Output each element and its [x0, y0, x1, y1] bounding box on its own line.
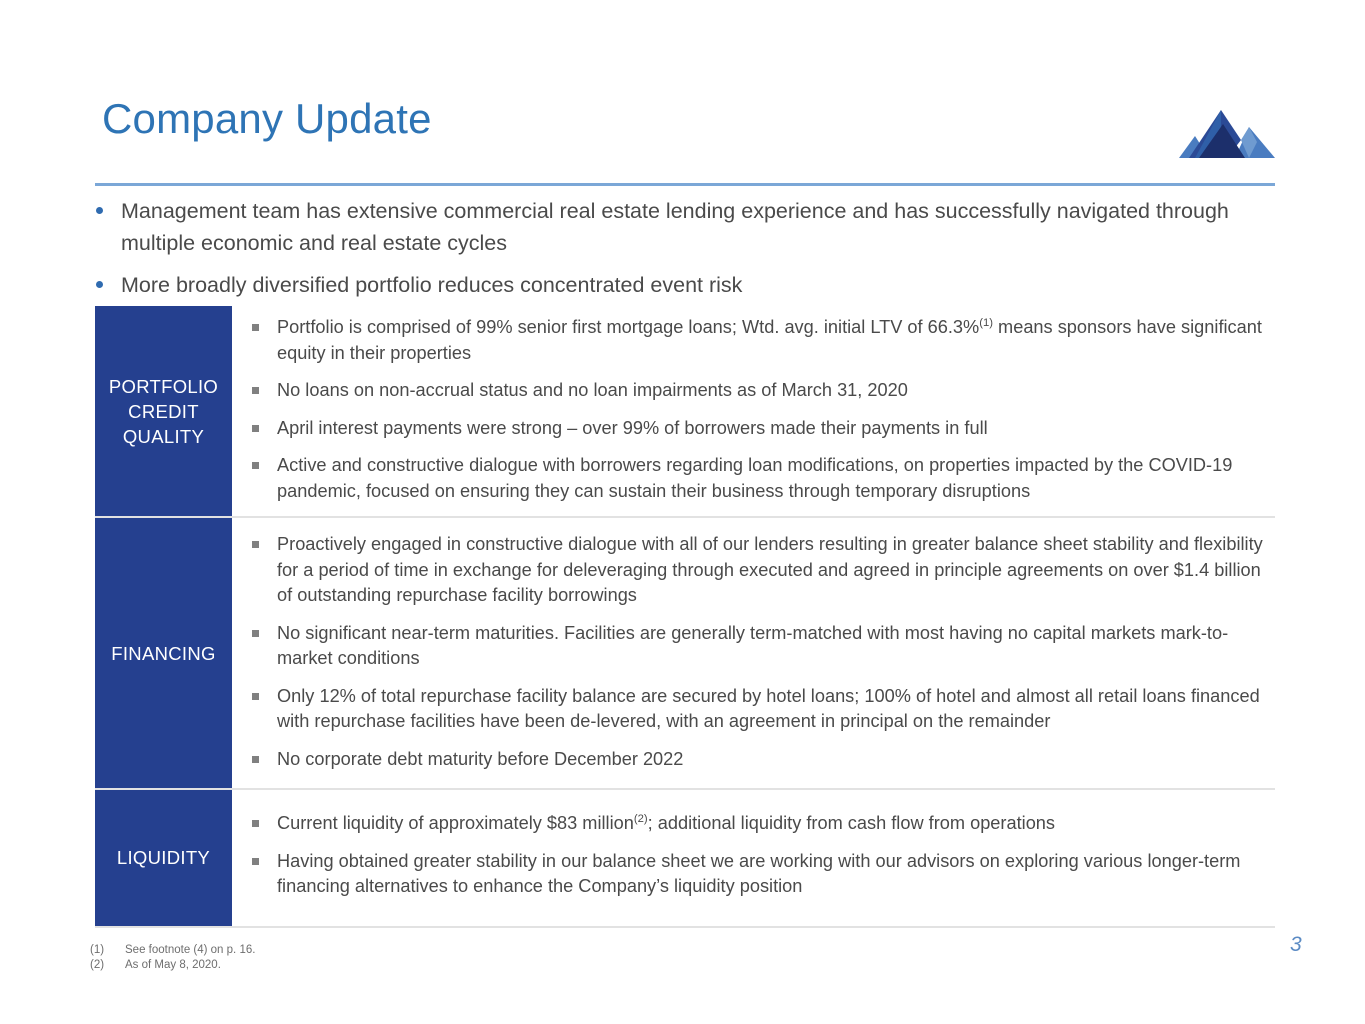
- section-bullet: Portfolio is comprised of 99% senior fir…: [244, 315, 1269, 366]
- section-bullet: No loans on non-accrual status and no lo…: [244, 378, 1269, 404]
- top-bullet-text: More broadly diversified portfolio reduc…: [121, 273, 743, 297]
- section-label-financing: FINANCING: [95, 518, 232, 788]
- footnote-row: (2) As of May 8, 2020.: [90, 958, 255, 973]
- square-bullet-icon: [252, 820, 259, 827]
- section-bullet: No significant near-term maturities. Fac…: [244, 621, 1269, 672]
- section-bullet: April interest payments were strong – ov…: [244, 416, 1269, 442]
- bullet-dot-icon: [96, 281, 103, 288]
- square-bullet-icon: [252, 629, 259, 637]
- top-bullet-text: Management team has extensive commercial…: [121, 199, 1229, 255]
- footnote-text: As of May 8, 2020.: [125, 959, 221, 971]
- square-bullet-icon: [252, 755, 259, 763]
- top-bullet-list: Management team has extensive commercial…: [88, 195, 1278, 311]
- section-label-portfolio-credit-quality: PORTFOLIO CREDIT QUALITY: [95, 306, 232, 516]
- section-bullet-text: No corporate debt maturity before Decemb…: [277, 748, 684, 769]
- top-bullet-item: Management team has extensive commercial…: [88, 195, 1278, 259]
- square-bullet-icon: [252, 541, 259, 548]
- section-bullet: Active and constructive dialogue with bo…: [244, 453, 1269, 504]
- section-bullet: Only 12% of total repurchase facility ba…: [244, 684, 1269, 735]
- top-bullet-item: More broadly diversified portfolio reduc…: [88, 269, 1278, 301]
- section-bullet-text: April interest payments were strong – ov…: [277, 417, 988, 438]
- square-bullet-icon: [252, 462, 259, 469]
- square-bullet-icon: [252, 857, 259, 865]
- footnote-number: (2): [90, 959, 105, 971]
- section-body-financing: Proactively engaged in constructive dial…: [232, 518, 1275, 788]
- section-bullet: Proactively engaged in constructive dial…: [244, 532, 1269, 609]
- section-bullet: No corporate debt maturity before Decemb…: [244, 747, 1269, 773]
- footnote-row: (1) See footnote (4) on p. 16.: [90, 943, 255, 958]
- section-portfolio-credit-quality: PORTFOLIO CREDIT QUALITY Portfolio is co…: [95, 306, 1275, 518]
- section-bullet-text: Current liquidity of approximately $83 m…: [277, 813, 634, 833]
- section-bullet-text-cont: ; additional liquidity from cash flow fr…: [647, 813, 1056, 833]
- section-bullet-text: No loans on non-accrual status and no lo…: [277, 380, 908, 400]
- square-bullet-icon: [252, 692, 259, 700]
- section-bullet-text: No significant near-term maturities. Fac…: [277, 622, 1229, 669]
- section-body-liquidity: Current liquidity of approximately $83 m…: [232, 790, 1275, 926]
- title-divider: [95, 183, 1275, 186]
- footnote-marker: (2): [633, 812, 648, 825]
- mountain-logo: [1179, 100, 1275, 160]
- section-bullet-text: Portfolio is comprised of 99% senior fir…: [277, 317, 980, 337]
- section-bullet: Having obtained greater stability in our…: [244, 849, 1269, 900]
- square-bullet-icon: [252, 424, 259, 432]
- section-bullet: Current liquidity of approximately $83 m…: [244, 811, 1269, 837]
- section-bullet-text: Active and constructive dialogue with bo…: [277, 455, 1233, 501]
- section-bullet-text: Only 12% of total repurchase facility ba…: [277, 685, 1260, 732]
- section-body-portfolio-credit-quality: Portfolio is comprised of 99% senior fir…: [232, 306, 1275, 516]
- section-label-liquidity: LIQUIDITY: [95, 790, 232, 926]
- footnote-number: (1): [90, 944, 105, 956]
- footnote-text: See footnote (4) on p. 16.: [125, 944, 256, 956]
- section-liquidity: LIQUIDITY Current liquidity of approxima…: [95, 790, 1275, 928]
- footnotes: (1) See footnote (4) on p. 16. (2) As of…: [90, 943, 255, 973]
- square-bullet-icon: [252, 324, 259, 331]
- slide-header: Company Update: [95, 98, 1275, 188]
- square-bullet-icon: [252, 387, 259, 394]
- footnote-marker: (1): [979, 316, 993, 329]
- page-title: Company Update: [102, 95, 432, 142]
- bullet-dot-icon: [96, 207, 103, 214]
- page-number: 3: [1290, 933, 1302, 956]
- section-bullet-text-cont: means sponsors have significant equity i…: [277, 317, 1262, 363]
- sections-table: PORTFOLIO CREDIT QUALITY Portfolio is co…: [95, 306, 1275, 928]
- section-bullet-text: Proactively engaged in constructive dial…: [277, 534, 1263, 605]
- section-bullet-text: Having obtained greater stability in our…: [277, 850, 1241, 897]
- section-financing: FINANCING Proactively engaged in constru…: [95, 518, 1275, 790]
